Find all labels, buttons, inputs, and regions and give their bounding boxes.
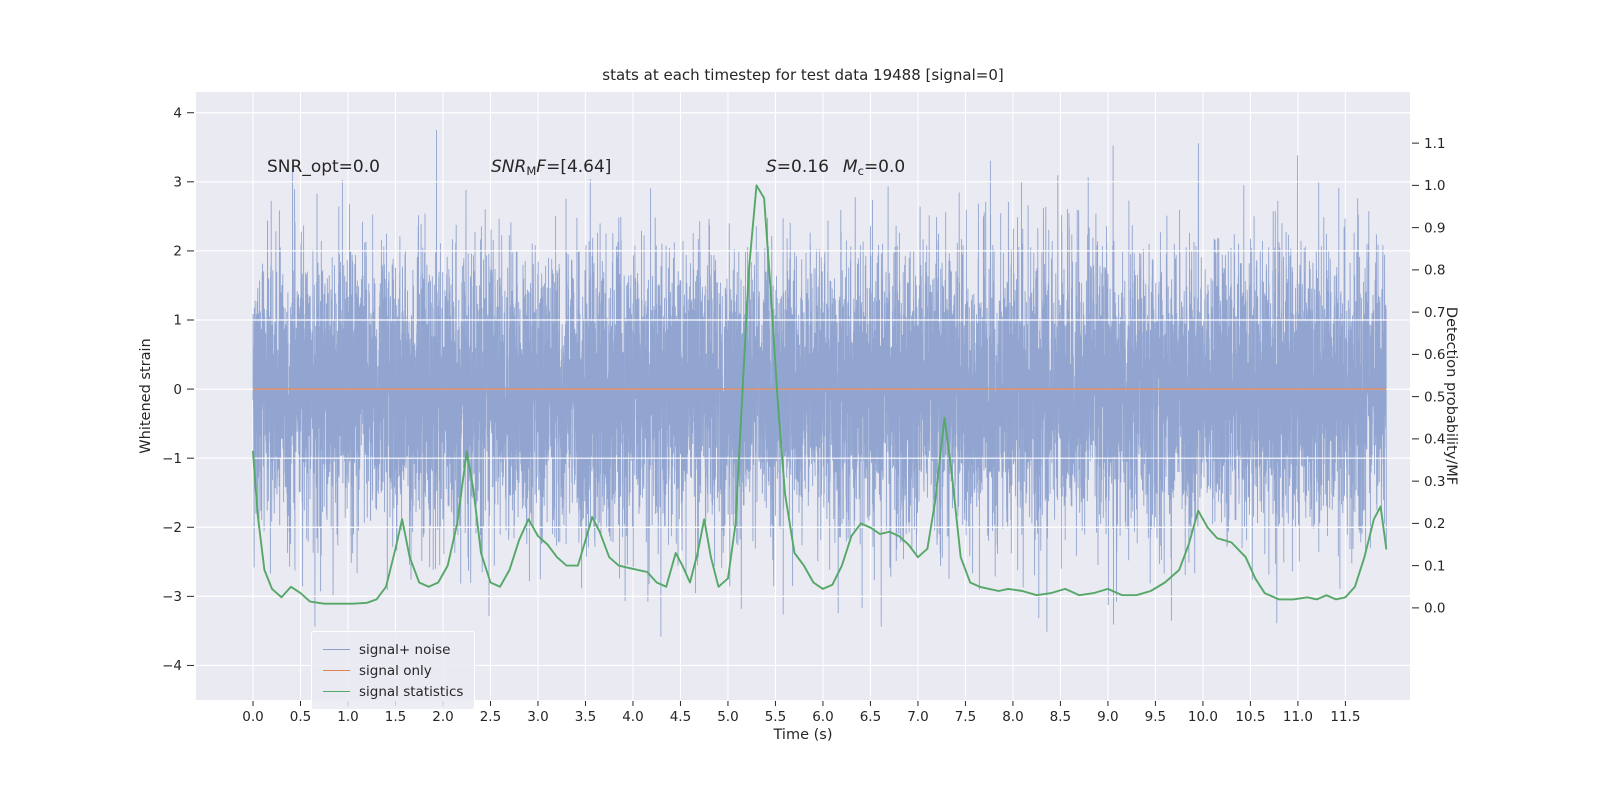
legend-entry-signal-only: signal only xyxy=(323,660,463,681)
annotation-s-value: =0.16 xyxy=(776,157,829,177)
x-tick-label: 1.0 xyxy=(337,709,358,725)
x-tick-label: 11.5 xyxy=(1330,709,1360,725)
x-tick-label: 1.5 xyxy=(385,709,406,725)
y-axis-label-left: Whitened strain xyxy=(138,338,154,454)
annotation-s-var: S xyxy=(766,157,777,177)
annotation-stats: S=0.16 Mc=0.0 xyxy=(766,157,905,178)
x-tick-label: 3.0 xyxy=(527,709,548,725)
chart-title: stats at each timestep for test data 194… xyxy=(602,66,1004,84)
legend-entry-signal-statistics: signal statistics xyxy=(323,681,463,702)
legend-label: signal only xyxy=(359,662,432,679)
y-right-tick-label: 0.3 xyxy=(1424,474,1445,490)
y-right-tick-label: 0.4 xyxy=(1424,432,1445,448)
x-tick-label: 9.5 xyxy=(1145,709,1166,725)
x-axis-label: Time (s) xyxy=(773,727,833,743)
annotation-mc-sub: c xyxy=(857,163,864,178)
x-tick-label: 9.0 xyxy=(1097,709,1118,725)
x-tick-label: 7.0 xyxy=(907,709,928,725)
x-tick-label: 10.5 xyxy=(1235,709,1265,725)
y-left-tick-label: −4 xyxy=(162,658,182,674)
y-left-tick-label: 2 xyxy=(173,244,182,260)
y-right-tick-label: 1.1 xyxy=(1424,136,1445,152)
x-tick-label: 7.5 xyxy=(955,709,976,725)
legend-swatch-signal-only xyxy=(323,670,350,671)
y-right-tick-label: 0.5 xyxy=(1424,389,1445,405)
y-right-tick-label: 0.8 xyxy=(1424,263,1445,279)
y-right-tick-label: 0.2 xyxy=(1424,516,1445,532)
y-left-tick-label: 4 xyxy=(173,105,182,121)
y-left-tick-label: −1 xyxy=(162,451,182,467)
y-left-tick-label: −2 xyxy=(162,520,182,536)
legend-entry-signal-noise: signal+ noise xyxy=(323,639,463,660)
y-left-tick-label: 0 xyxy=(173,382,182,398)
annotation-mc-var: M xyxy=(842,157,858,177)
y-axis-label-right: Detection probability/MF xyxy=(1443,306,1459,486)
x-tick-label: 4.5 xyxy=(670,709,691,725)
annotation-snr-mf-var: SNR xyxy=(491,157,527,177)
y-right-tick-label: 0.0 xyxy=(1424,601,1445,617)
legend-label: signal statistics xyxy=(359,683,464,700)
x-tick-label: 2.0 xyxy=(432,709,453,725)
annotation-snr-opt-text: SNR_opt=0.0 xyxy=(267,157,380,177)
x-tick-label: 6.5 xyxy=(860,709,881,725)
y-right-tick-label: 0.7 xyxy=(1424,305,1445,321)
annotation-snr-mf: SNRMF=[4.64] xyxy=(491,157,611,178)
x-tick-label: 0.0 xyxy=(242,709,263,725)
legend-swatch-signal-statistics xyxy=(323,691,350,692)
x-tick-label: 10.0 xyxy=(1188,709,1218,725)
legend: signal+ noise signal only signal statist… xyxy=(311,631,476,710)
x-tick-label: 5.0 xyxy=(717,709,738,725)
x-tick-label: 11.0 xyxy=(1283,709,1313,725)
y-right-tick-label: 0.6 xyxy=(1424,347,1445,363)
legend-label: signal+ noise xyxy=(359,641,451,658)
y-right-tick-label: 1.0 xyxy=(1424,178,1445,194)
annotation-mc-value: =0.0 xyxy=(863,157,906,177)
y-left-tick-label: 1 xyxy=(173,313,182,329)
x-tick-label: 0.5 xyxy=(290,709,311,725)
annotation-snr-mf-value: =[4.64] xyxy=(546,157,612,177)
y-left-tick-label: −3 xyxy=(162,589,182,605)
signal-statistics-path xyxy=(252,184,1388,605)
annotation-snr-mf-var2: F xyxy=(536,157,547,177)
x-tick-label: 8.5 xyxy=(1050,709,1071,725)
y-right-tick-label: 0.1 xyxy=(1424,558,1445,574)
noise-series-path xyxy=(252,130,1387,637)
y-left-tick-label: 3 xyxy=(173,175,182,191)
y-right-tick-label: 0.9 xyxy=(1424,220,1445,236)
annotation-snr-mf-sub: M xyxy=(526,163,537,178)
x-tick-label: 8.0 xyxy=(1002,709,1023,725)
x-tick-label: 3.5 xyxy=(575,709,596,725)
x-tick-label: 2.5 xyxy=(480,709,501,725)
x-tick-label: 4.0 xyxy=(622,709,643,725)
annotation-snr-opt: SNR_opt=0.0 xyxy=(267,157,380,177)
x-tick-label: 6.0 xyxy=(812,709,833,725)
legend-swatch-signal-noise xyxy=(323,649,350,650)
x-tick-label: 5.5 xyxy=(765,709,786,725)
